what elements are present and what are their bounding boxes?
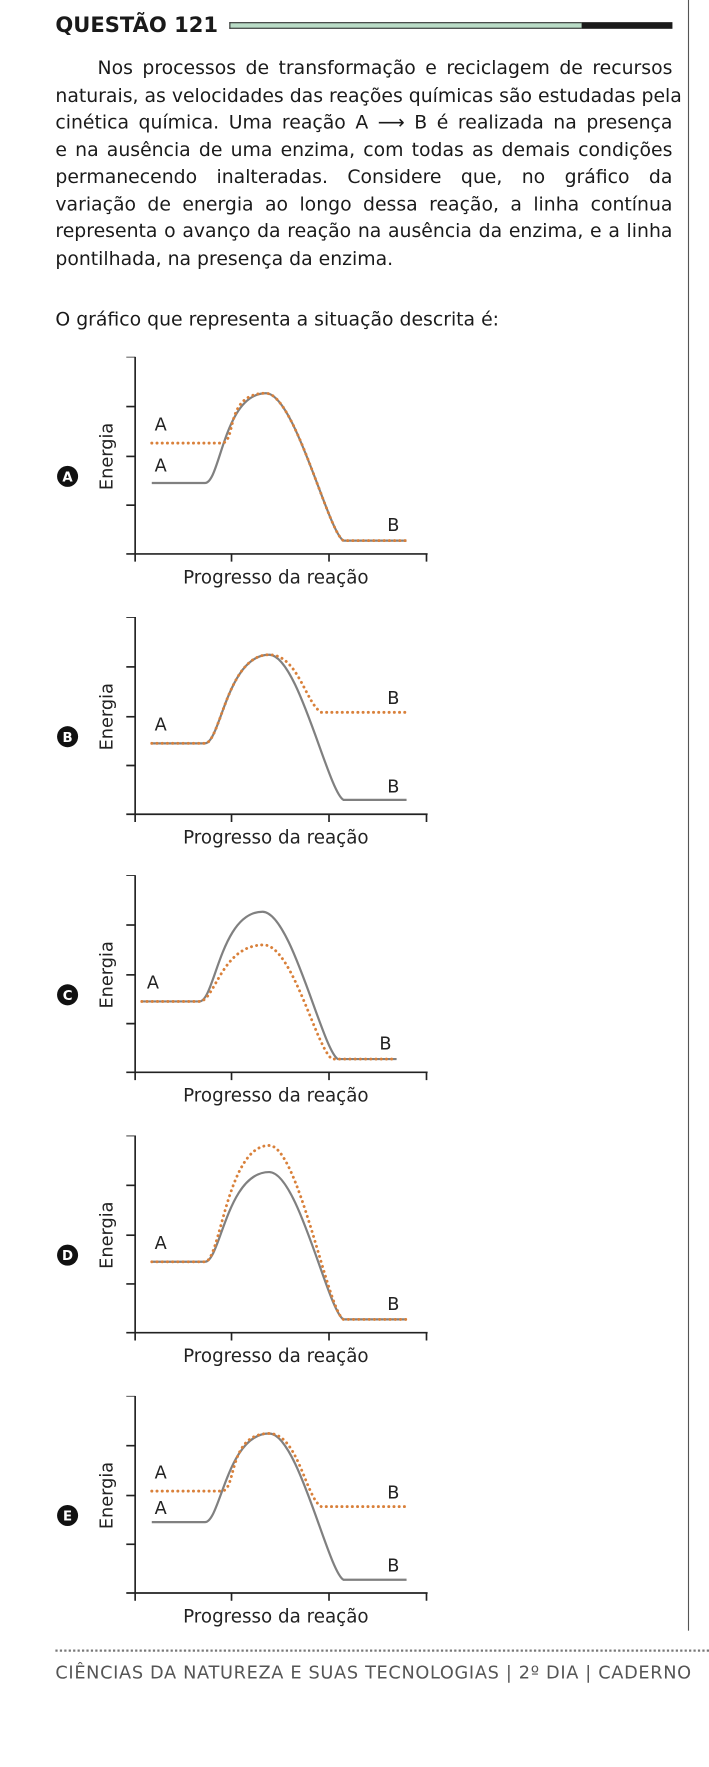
x-axis-label: Progresso da reação bbox=[183, 828, 368, 849]
header-bar bbox=[229, 22, 582, 29]
text-line: permanecendo inalteradas. Considere que,… bbox=[55, 166, 673, 189]
y-axis-label: Energia bbox=[97, 423, 117, 490]
species-label: B bbox=[387, 778, 399, 798]
x-axis-label: Progresso da reação bbox=[183, 1346, 368, 1367]
footer: CIÊNCIAS DA NATUREZA E SUAS TECNOLOGIAS … bbox=[55, 1661, 692, 1683]
species-label: A bbox=[155, 456, 167, 476]
text-line: pontilhada, na presença da enzima. bbox=[55, 247, 394, 270]
option-chart: A A B Energia Progresso da reação A bbox=[57, 356, 428, 588]
species-label: A bbox=[155, 716, 167, 736]
option-badge bbox=[57, 465, 79, 487]
y-axis-label: Energia bbox=[97, 1202, 117, 1269]
option-badge bbox=[57, 1504, 79, 1526]
species-label: B bbox=[387, 1295, 399, 1315]
text-line: variação de energia ao longo dessa reaçã… bbox=[55, 193, 673, 216]
species-label: A bbox=[147, 974, 159, 994]
option-chart: A B B Energia Progresso da reação B bbox=[57, 617, 428, 849]
uncatalyzed-curve bbox=[151, 392, 407, 542]
option-badge bbox=[57, 1244, 79, 1266]
question-text: Nos processos de transformação e recicla… bbox=[55, 55, 682, 272]
text-line: representa o avanço da reação na ausênci… bbox=[55, 220, 673, 243]
catalyzed-curve bbox=[150, 1144, 409, 1321]
species-label: B bbox=[387, 1556, 399, 1576]
text-line: cinética química. Uma reação A ⟶ B é rea… bbox=[55, 111, 673, 135]
uncatalyzed-curve bbox=[151, 653, 407, 801]
catalyzed-curve bbox=[150, 653, 409, 745]
question-title: QUESTÃO 121 bbox=[55, 13, 219, 38]
prompt: O gráfico que representa a situação desc… bbox=[55, 309, 500, 332]
option-badge bbox=[57, 984, 79, 1006]
species-label: B bbox=[387, 516, 399, 536]
uncatalyzed-curve bbox=[151, 1170, 407, 1321]
text-line: Nos processos de transformação e recicla… bbox=[97, 57, 673, 80]
y-axis-label: Energia bbox=[97, 683, 117, 750]
header-bar-dark bbox=[581, 22, 673, 29]
x-axis-label: Progresso da reação bbox=[183, 1606, 368, 1627]
catalyzed-curve bbox=[140, 943, 399, 1061]
x-axis-label: Progresso da reação bbox=[183, 567, 368, 588]
text-line: e na ausência de uma enzima, com todas a… bbox=[55, 139, 673, 162]
species-label: A bbox=[155, 415, 167, 435]
option-letter: A bbox=[62, 470, 73, 485]
catalyzed-curve bbox=[150, 391, 409, 543]
y-axis-label: Energia bbox=[97, 1462, 117, 1529]
footer-rule bbox=[55, 1649, 709, 1652]
option-badge bbox=[57, 726, 79, 748]
option-chart: A B Energia Progresso da reação D bbox=[57, 1135, 428, 1367]
option-chart: A B Energia Progresso da reação C bbox=[57, 875, 428, 1107]
species-label: A bbox=[155, 1234, 167, 1254]
species-label: B bbox=[387, 1483, 399, 1503]
column-rule bbox=[687, 0, 690, 1631]
option-letter: B bbox=[63, 731, 73, 746]
x-axis-label: Progresso da reação bbox=[183, 1086, 368, 1107]
uncatalyzed-curve bbox=[141, 910, 397, 1061]
text-line: naturais, as velocidades das reações quí… bbox=[55, 84, 682, 107]
option-letter: E bbox=[63, 1510, 72, 1525]
catalyzed-curve bbox=[150, 1432, 409, 1509]
option-letter: D bbox=[62, 1249, 73, 1264]
option-chart: AA B B Energia Progresso da reação E bbox=[57, 1395, 428, 1627]
species-label: A bbox=[155, 1499, 167, 1519]
option-letter: C bbox=[63, 989, 73, 1004]
species-label: A bbox=[155, 1463, 167, 1483]
y-axis-label: Energia bbox=[97, 941, 117, 1008]
species-label: B bbox=[379, 1035, 391, 1055]
species-label: B bbox=[387, 689, 399, 709]
